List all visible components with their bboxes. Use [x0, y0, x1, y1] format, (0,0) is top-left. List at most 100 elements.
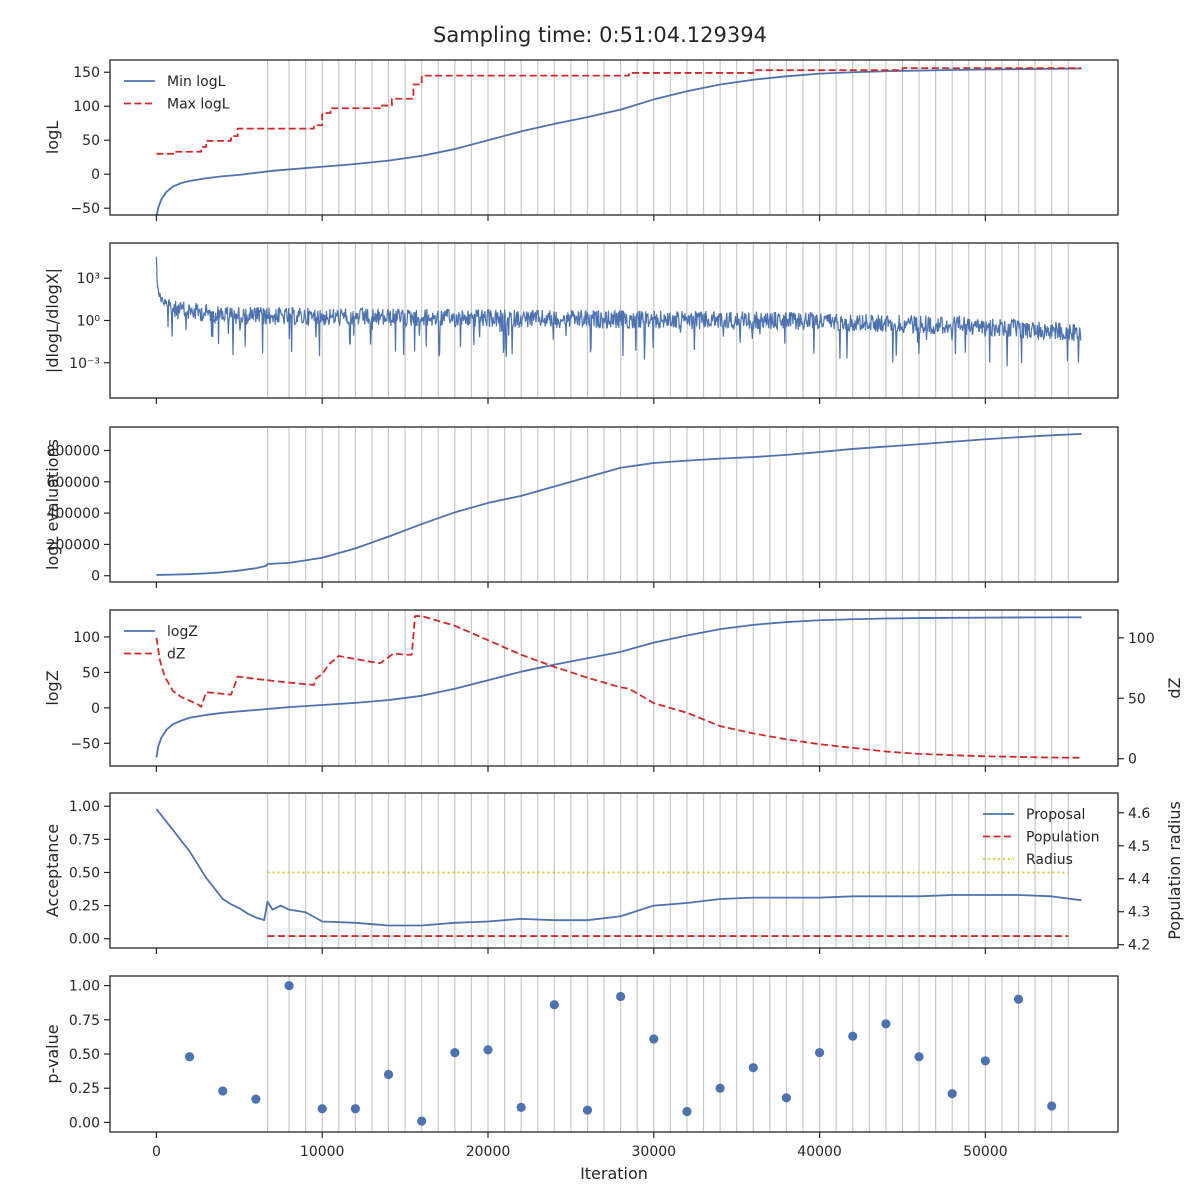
axes-frame — [109, 975, 1119, 1133]
plot-area — [184, 980, 1057, 1126]
x-tick-label: 30000 — [632, 1144, 677, 1160]
axes-frame — [109, 792, 1119, 949]
x-tick-label: 40000 — [797, 1144, 842, 1160]
y-tick-label: 1.00 — [69, 979, 100, 995]
plot-area — [155, 615, 1082, 759]
reference-lines — [266, 976, 1069, 1132]
panel-2: 10⁻³ 10⁰ 10³ |dlogL/dlogX| — [43, 242, 1119, 404]
data-point — [350, 1104, 360, 1114]
y-tick-label: −50 — [70, 736, 100, 752]
y-tick-label: 10³ — [77, 271, 100, 287]
reference-lines — [266, 60, 1069, 215]
y-axis-label: logL — [43, 121, 62, 154]
y-tick-label: 200000 — [47, 537, 100, 553]
y-tick-label: 0 — [91, 569, 100, 585]
y-tick-label: −50 — [70, 201, 100, 217]
y-tick-label-right: 4.5 — [1128, 839, 1150, 855]
y-tick-label: 10⁻³ — [69, 356, 100, 372]
series-line — [156, 432, 1082, 576]
y-tick-label-right: 4.6 — [1128, 806, 1150, 822]
series-line — [155, 616, 1082, 758]
panel-1: −50 0 50 100 150 logL Min logL Max logL — [43, 59, 1119, 221]
y-tick-label-right: 100 — [1128, 631, 1155, 647]
y-tick-label: 0.50 — [69, 865, 100, 881]
data-point — [748, 1063, 758, 1073]
x-tick-label: 20000 — [466, 1144, 511, 1160]
legend-label: Max logL — [167, 97, 230, 113]
y-tick-label: 1.00 — [69, 799, 100, 815]
data-point — [251, 1094, 261, 1104]
data-point — [649, 1034, 659, 1044]
y-tick-label: 50 — [82, 665, 100, 681]
panel-4: −50 0 50 100 logZ 0 50 100 dZ logZ dZ — [43, 609, 1184, 772]
data-point — [383, 1069, 394, 1080]
data-point — [947, 1089, 957, 1099]
y-axis-label: |dlogL/dlogX| — [43, 268, 62, 373]
data-point — [980, 1056, 990, 1066]
y-tick-label: 0 — [91, 167, 100, 183]
y-axis-label: logL evaluations — [43, 439, 62, 570]
series-line — [156, 67, 1082, 215]
y-tick-label: 100 — [73, 630, 100, 646]
y-axis-label: p-value — [43, 1024, 62, 1083]
data-point — [549, 1000, 559, 1010]
y-axis-label: logZ — [43, 670, 62, 705]
legend-label: logZ — [167, 624, 198, 640]
legend: Min logL Max logL — [124, 74, 230, 113]
axes-frame — [109, 426, 1119, 583]
legend-label: Proposal — [1026, 807, 1085, 823]
series-line — [156, 67, 1082, 155]
axes-frame — [109, 59, 1119, 216]
panel-5: 0.00 0.25 0.50 0.75 1.00 Acceptance 4.2 4.3 4.4 4… — [43, 792, 1184, 954]
y-tick-label: 10⁰ — [77, 314, 101, 330]
data-point — [616, 991, 626, 1002]
plot-area — [156, 67, 1082, 215]
x-tick-label: 10000 — [300, 1144, 345, 1160]
y-tick-label-right: 50 — [1128, 691, 1146, 707]
y-tick-label: 0.75 — [69, 1013, 100, 1029]
panel-6: 0 10000 20000 30000 40000 50000 0.00 0.25 0.50 0.… — [43, 975, 1119, 1160]
data-point — [781, 1093, 792, 1103]
y-axis-label-right: dZ — [1165, 677, 1184, 698]
data-point — [284, 980, 294, 991]
series-line — [155, 808, 1082, 927]
legend: logZ dZ — [124, 624, 198, 663]
x-axis-label: Iteration — [580, 1164, 648, 1183]
data-point — [582, 1105, 593, 1115]
data-point — [881, 1019, 891, 1029]
legend-label: Population — [1026, 830, 1100, 846]
data-point — [516, 1102, 526, 1112]
y-axis-label-right: Population radius — [1165, 801, 1184, 940]
y-tick-label: 100 — [73, 99, 100, 115]
legend-label: Min logL — [167, 74, 226, 90]
y-tick-label-right: 4.2 — [1128, 938, 1150, 954]
reference-lines — [266, 610, 1069, 766]
y-tick-label: 50 — [82, 133, 100, 149]
series-line — [155, 256, 1082, 367]
plot-area — [156, 432, 1082, 576]
y-tick-label: 0.25 — [69, 899, 100, 915]
data-point — [1013, 994, 1024, 1004]
data-point — [814, 1048, 825, 1058]
legend-label: dZ — [167, 647, 185, 663]
figure-title: Sampling time: 0:51:04.129394 — [433, 23, 767, 47]
data-point — [417, 1116, 427, 1126]
series-line — [155, 615, 1082, 759]
y-tick-label: 0.50 — [69, 1047, 100, 1063]
data-point — [682, 1106, 692, 1117]
data-point — [1047, 1101, 1057, 1111]
y-tick-label: 0 — [91, 701, 100, 717]
y-tick-label: 150 — [73, 65, 100, 81]
data-point — [218, 1086, 228, 1096]
y-tick-label: 400000 — [47, 506, 100, 522]
y-tick-label-right: 4.3 — [1128, 905, 1150, 921]
data-point — [848, 1031, 858, 1041]
legend-label: Radius — [1026, 852, 1073, 868]
y-tick-label: 600000 — [47, 475, 100, 491]
plot-area — [155, 808, 1082, 937]
y-tick-label: 0.25 — [69, 1081, 100, 1097]
data-point — [715, 1083, 725, 1093]
reference-lines — [266, 793, 1069, 948]
